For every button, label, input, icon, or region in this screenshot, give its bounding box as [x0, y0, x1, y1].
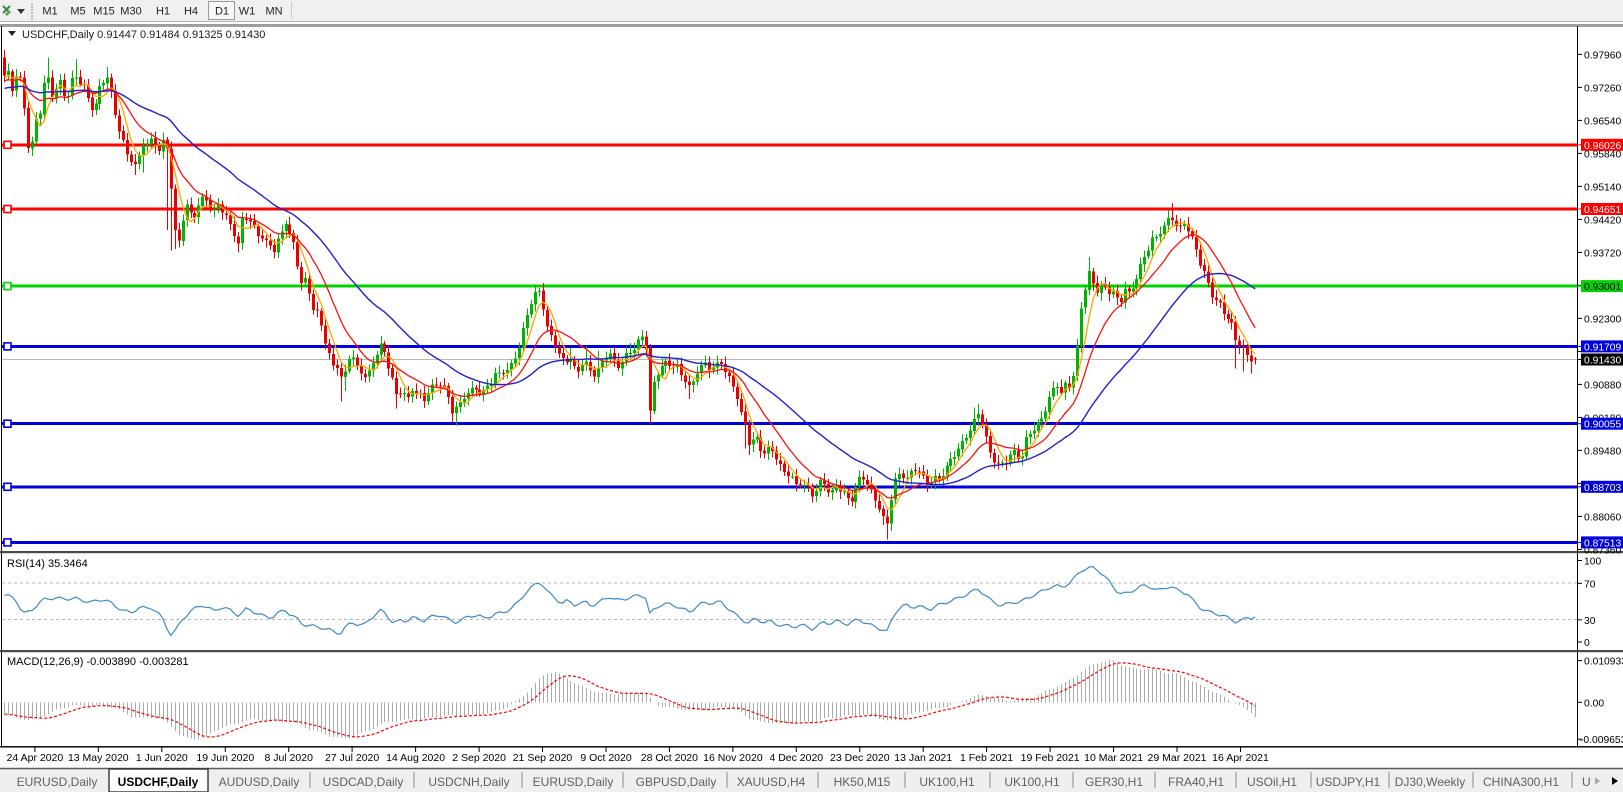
- svg-text:0.91709: 0.91709: [1584, 342, 1621, 353]
- svg-text:9 Oct 2020: 9 Oct 2020: [580, 752, 632, 764]
- svg-text:0.96026: 0.96026: [1584, 141, 1621, 152]
- svg-text:0.92300: 0.92300: [1584, 314, 1621, 325]
- svg-text:0.010933: 0.010933: [1584, 657, 1623, 668]
- svg-text:EURUSD,Daily: EURUSD,Daily: [533, 775, 614, 789]
- svg-text:0: 0: [1584, 638, 1590, 649]
- svg-text:H4: H4: [184, 6, 198, 18]
- svg-text:EURUSD,Daily: EURUSD,Daily: [17, 775, 98, 789]
- svg-text:100: 100: [1584, 557, 1601, 568]
- svg-text:0.93001: 0.93001: [1584, 282, 1621, 293]
- svg-text:70: 70: [1584, 579, 1596, 590]
- svg-text:19 Jun 2020: 19 Jun 2020: [196, 752, 254, 764]
- svg-text:21 Sep 2020: 21 Sep 2020: [513, 752, 573, 764]
- svg-text:GER30,H1: GER30,H1: [1085, 775, 1143, 789]
- svg-text:DJ30,Weekly: DJ30,Weekly: [1395, 775, 1465, 789]
- svg-text:MN: MN: [265, 6, 282, 18]
- svg-text:29 Mar 2021: 29 Mar 2021: [1148, 752, 1207, 764]
- svg-text:FRA40,H1: FRA40,H1: [1168, 775, 1224, 789]
- svg-text:13 Jan 2021: 13 Jan 2021: [894, 752, 952, 764]
- svg-text:M30: M30: [120, 6, 141, 18]
- svg-text:USDJPY,H1: USDJPY,H1: [1316, 775, 1381, 789]
- svg-text:16 Nov 2020: 16 Nov 2020: [703, 752, 763, 764]
- svg-text:UK100,H1: UK100,H1: [919, 775, 975, 789]
- svg-text:0.89480: 0.89480: [1584, 446, 1621, 457]
- svg-text:XAUUSD,H4: XAUUSD,H4: [737, 775, 806, 789]
- svg-text:RSI(14) 35.3464: RSI(14) 35.3464: [7, 558, 88, 570]
- svg-text:0.93720: 0.93720: [1584, 248, 1621, 259]
- svg-text:0.91430: 0.91430: [1584, 356, 1621, 367]
- svg-text:-0.009653: -0.009653: [1580, 735, 1623, 746]
- svg-text:0.97960: 0.97960: [1584, 50, 1621, 61]
- svg-text:0.95140: 0.95140: [1584, 182, 1621, 193]
- svg-text:24 Apr 2020: 24 Apr 2020: [7, 752, 64, 764]
- svg-text:14 Aug 2020: 14 Aug 2020: [386, 752, 445, 764]
- svg-text:23 Dec 2020: 23 Dec 2020: [830, 752, 890, 764]
- svg-text:27 Jul 2020: 27 Jul 2020: [325, 752, 379, 764]
- svg-text:0.88703: 0.88703: [1584, 483, 1621, 494]
- svg-text:10 Mar 2021: 10 Mar 2021: [1084, 752, 1143, 764]
- svg-text:1 Feb 2021: 1 Feb 2021: [960, 752, 1013, 764]
- svg-text:H1: H1: [156, 6, 170, 18]
- svg-text:0.95840: 0.95840: [1584, 149, 1621, 160]
- svg-text:USDCAD,Daily: USDCAD,Daily: [323, 775, 404, 789]
- svg-text:0.87513: 0.87513: [1584, 538, 1621, 549]
- svg-text:28 Oct 2020: 28 Oct 2020: [641, 752, 698, 764]
- svg-text:M15: M15: [93, 6, 114, 18]
- svg-text:8 Jul 2020: 8 Jul 2020: [264, 752, 313, 764]
- svg-text:4 Dec 2020: 4 Dec 2020: [769, 752, 823, 764]
- svg-text:1 Jun 2020: 1 Jun 2020: [136, 752, 188, 764]
- svg-text:USDCHF,Daily: USDCHF,Daily: [118, 775, 199, 789]
- svg-text:13 May 2020: 13 May 2020: [68, 752, 129, 764]
- svg-text:D1: D1: [215, 6, 229, 18]
- svg-text:GBPUSD,Daily: GBPUSD,Daily: [636, 775, 717, 789]
- svg-text:CHINA300,H1: CHINA300,H1: [1483, 775, 1559, 789]
- svg-text:0.90880: 0.90880: [1584, 380, 1621, 391]
- svg-text:MACD(12,26,9) -0.003890 -0.003: MACD(12,26,9) -0.003890 -0.003281: [7, 656, 189, 668]
- svg-text:USDCHF,Daily 0.91447 0.91484: USDCHF,Daily 0.91447 0.91484 0.91325 0.9…: [22, 29, 265, 41]
- svg-text:M5: M5: [70, 6, 85, 18]
- svg-text:W1: W1: [239, 6, 256, 18]
- svg-text:AUDUSD,Daily: AUDUSD,Daily: [219, 775, 300, 789]
- svg-text:2 Sep 2020: 2 Sep 2020: [452, 752, 506, 764]
- svg-text:0.94420: 0.94420: [1584, 215, 1621, 226]
- svg-text:0.00: 0.00: [1584, 698, 1604, 709]
- svg-text:USOil,H1: USOil,H1: [1247, 775, 1297, 789]
- svg-text:0.96540: 0.96540: [1584, 116, 1621, 127]
- svg-text:0.90055: 0.90055: [1584, 420, 1621, 431]
- svg-text:U: U: [1582, 775, 1591, 789]
- svg-text:UK100,H1: UK100,H1: [1004, 775, 1060, 789]
- svg-text:0.94651: 0.94651: [1584, 205, 1621, 216]
- svg-text:HK50,M15: HK50,M15: [834, 775, 891, 789]
- svg-text:USDCNH,Daily: USDCNH,Daily: [428, 775, 509, 789]
- svg-text:0.97260: 0.97260: [1584, 83, 1621, 94]
- svg-text:0.87360: 0.87360: [1584, 545, 1621, 556]
- svg-text:19 Feb 2021: 19 Feb 2021: [1021, 752, 1080, 764]
- svg-text:30: 30: [1584, 616, 1596, 627]
- svg-text:M1: M1: [42, 6, 57, 18]
- svg-text:16 Apr 2021: 16 Apr 2021: [1212, 752, 1269, 764]
- svg-text:0.88060: 0.88060: [1584, 512, 1621, 523]
